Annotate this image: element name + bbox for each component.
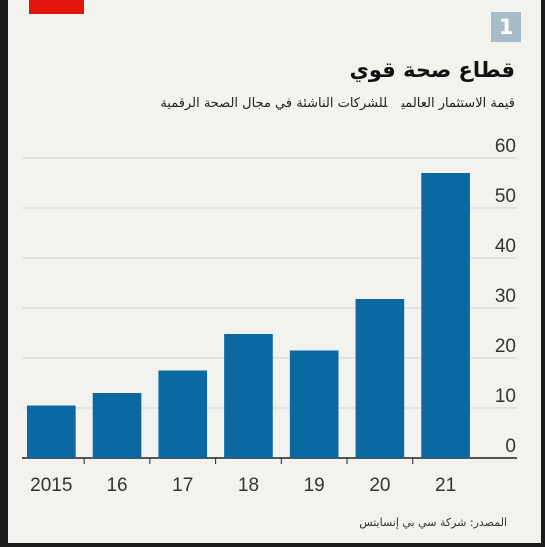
y-tick-label: 30 [495, 286, 516, 307]
bar [224, 334, 273, 458]
x-tick-label: 20 [369, 475, 390, 496]
subtitle-part2: للشركات الناشئة في مجال الصحة الرقمية [160, 96, 388, 111]
y-tick-label: 20 [495, 336, 516, 357]
left-edge [0, 0, 8, 547]
bar [158, 370, 208, 458]
x-tick-label: 2015 [30, 475, 72, 496]
bar [355, 299, 405, 458]
source-note: المصدر: شركة سي بي إنسايتس [359, 516, 507, 529]
bar [289, 350, 339, 458]
chart-number-badge: 1 [491, 12, 521, 42]
bar [27, 405, 76, 458]
x-tick-label: 18 [238, 475, 259, 496]
chart-subtitle: قيمة الاستثمار العالمي للشركات الناشئة في… [160, 96, 515, 111]
y-tick-label: 50 [495, 186, 516, 207]
y-tick-label: 0 [505, 436, 516, 457]
chart-title: قطاع صحة قوي [349, 58, 515, 82]
x-tick-label: 19 [304, 475, 325, 496]
right-edge [541, 0, 545, 547]
x-tick-label: 17 [172, 475, 193, 496]
subtitle-part1: قيمة الاستثمار العالمي [401, 96, 515, 111]
y-tick-label: 40 [495, 236, 516, 257]
bar [421, 173, 470, 458]
brand-red-tag [29, 0, 84, 14]
x-tick-label: 21 [435, 475, 456, 496]
x-tick-label: 16 [106, 475, 127, 496]
bar [92, 393, 142, 458]
y-tick-label: 10 [495, 386, 516, 407]
y-tick-label: 60 [495, 136, 516, 157]
